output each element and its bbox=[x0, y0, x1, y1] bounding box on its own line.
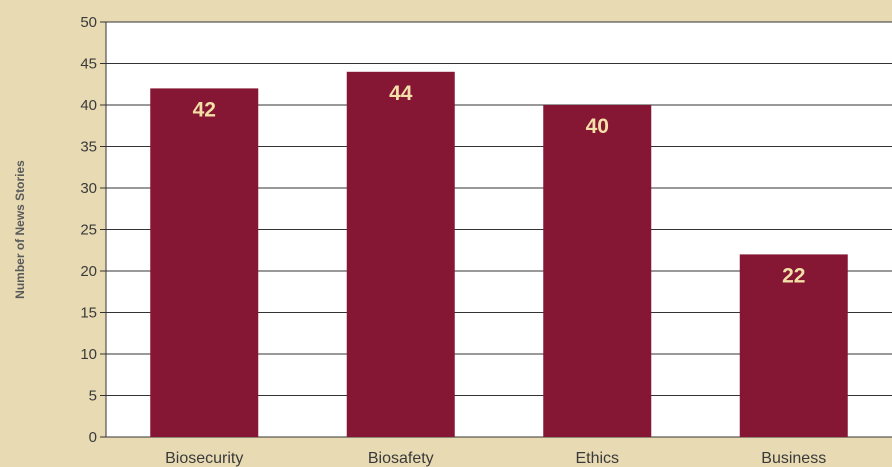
bar-biosecurity bbox=[150, 88, 259, 438]
x-tick-label: Business bbox=[761, 450, 826, 467]
y-tick-label: 35 bbox=[80, 139, 97, 156]
data-label: 40 bbox=[586, 115, 609, 138]
x-tick-label: Biosecurity bbox=[165, 450, 243, 467]
x-axis-ticks: Biosecurity Biosafety Ethics Business bbox=[165, 450, 826, 467]
bar-business bbox=[739, 254, 848, 437]
data-label: 22 bbox=[782, 264, 805, 287]
y-tick-label: 30 bbox=[80, 180, 97, 197]
y-tick-label: 10 bbox=[80, 346, 97, 363]
data-label: 44 bbox=[389, 82, 413, 105]
bars: 42 44 40 22 bbox=[150, 71, 848, 438]
y-tick-label: 20 bbox=[80, 263, 97, 280]
x-tick-label: Ethics bbox=[575, 450, 619, 467]
y-tick-label: 25 bbox=[80, 222, 97, 239]
y-axis-title: Number of News Stories bbox=[13, 160, 27, 299]
y-tick-label: 40 bbox=[80, 97, 97, 114]
data-label: 42 bbox=[193, 98, 216, 121]
bar-biosafety bbox=[346, 71, 455, 438]
x-tick-label: Biosafety bbox=[368, 450, 434, 467]
bar-ethics bbox=[543, 105, 652, 437]
y-tick-label: 45 bbox=[80, 56, 97, 73]
y-tick-label: 15 bbox=[80, 305, 97, 322]
y-axis-ticks: 0 5 10 15 20 25 30 35 40 45 50 bbox=[80, 14, 97, 446]
y-tick-label: 5 bbox=[89, 388, 97, 405]
y-tick-label: 0 bbox=[89, 429, 97, 446]
y-tick-label: 50 bbox=[80, 14, 97, 31]
